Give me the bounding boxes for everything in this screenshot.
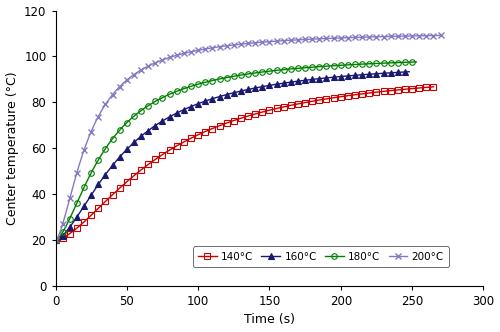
- X-axis label: Time (s): Time (s): [244, 313, 295, 326]
- Legend: 140°C, 160°C, 180°C, 200°C: 140°C, 160°C, 180°C, 200°C: [192, 246, 449, 267]
- Y-axis label: Center temperature (°C): Center temperature (°C): [6, 71, 18, 225]
